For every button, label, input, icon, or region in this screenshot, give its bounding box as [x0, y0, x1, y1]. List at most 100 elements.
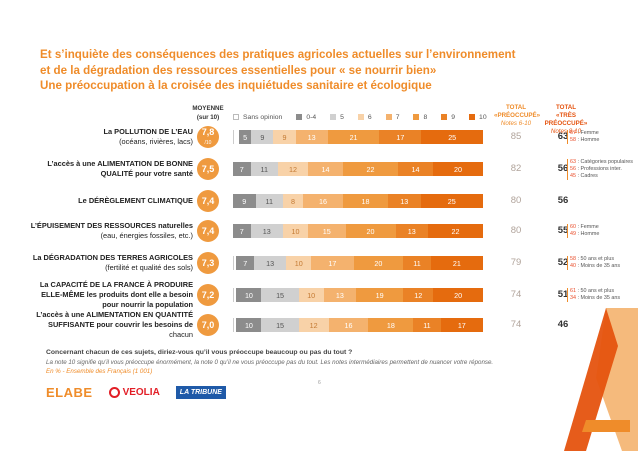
- bar-segment-5: 15: [261, 318, 299, 332]
- legend-swatch: [330, 114, 337, 120]
- total-preoccupe-header: TOTAL «PRÉOCCUPÉ» Notes 6-10: [494, 104, 541, 128]
- stacked-bar: 7 13 10 17 20 11 21: [233, 256, 484, 270]
- bar-segment-0-4: 7: [233, 162, 251, 176]
- subgroup-label: : Cadres: [576, 172, 598, 179]
- stacked-bar: 7 13 10 15 20 13 22: [233, 224, 483, 238]
- bar-segment-6: 10: [298, 288, 324, 302]
- total-preoccupe-value: 79: [510, 257, 522, 268]
- veolia-logo-text: VEOLIA: [122, 386, 160, 398]
- bar-segment-5: 13: [250, 224, 283, 238]
- total-preoccupe-value: 85: [510, 131, 522, 142]
- total-tres-preoccupe-value: 46: [557, 319, 569, 330]
- subgroup-line: 34 : Moins de 35 ans: [570, 295, 620, 302]
- bar-segment-6: 12: [278, 162, 308, 176]
- row-label: La CAPACITÉ DE LA FRANCE À PRODUIRE ELLE-…: [40, 280, 193, 310]
- subgroup-label: : 50 ans et plus: [576, 288, 615, 294]
- bar-segment-6: 10: [283, 224, 308, 238]
- bar-segment-10: 17: [440, 318, 483, 332]
- bar-segment-8: 18: [368, 318, 414, 332]
- bar-segment-6: 8: [283, 194, 303, 208]
- total-tres-preoccupe-value: 56: [557, 163, 569, 174]
- legend-swatch: [441, 114, 448, 120]
- legend-label: 6: [367, 113, 372, 121]
- bar-segment-7: 16: [303, 194, 343, 208]
- bar-segment-0-4: 7: [236, 256, 254, 270]
- bar-segment-6: 9: [273, 130, 296, 144]
- subgroup-line: 58 : 50 ans et plus: [570, 256, 620, 263]
- bar-segment-5: 13: [253, 256, 287, 270]
- total-tres-preoccupe-value: 52: [557, 257, 569, 268]
- row-label: L’ÉPUISEMENT DES RESSOURCES naturelles (e…: [31, 221, 193, 241]
- total-tres-preoccupe-value: 55: [557, 225, 569, 236]
- row-label-main: pour nourrir la population: [102, 300, 193, 309]
- bar-segment-8: 18: [343, 194, 388, 208]
- legend-label: 5: [340, 113, 344, 121]
- row-label-main: ELLE-MÊME les produits dont elle a besoi…: [41, 290, 193, 299]
- subgroup-breakdown: 58 : 50 ans et plus 40 : Moins de 35 ans: [567, 256, 620, 270]
- mean-score-value: 7,5: [201, 164, 215, 174]
- total-tres-notes: Notes 8-10: [550, 128, 582, 135]
- total-preoccupe-value: 80: [510, 195, 522, 206]
- legend-5: 5: [330, 114, 344, 121]
- total-tres-preoccupe-value: 51: [557, 289, 569, 300]
- subgroup-value: 40: [570, 263, 576, 269]
- survey-base: En % - Ensemble des Français (1 001): [46, 368, 153, 375]
- mean-score-value: 7,2: [201, 290, 215, 300]
- subgroup-line: 45 : Cadres: [570, 173, 633, 180]
- legend-swatch: [385, 114, 392, 120]
- legend-swatch: [233, 114, 239, 120]
- subgroup-breakdown: 60 : Femme 49 : Homme: [567, 224, 599, 238]
- page-title: Et s’inquiète des conséquences des prati…: [40, 47, 560, 94]
- veolia-logo: VEOLIA: [108, 386, 160, 398]
- bar-segment-7: 14: [308, 162, 343, 176]
- row-label-main: L’accès à une ALIMENTATION DE BONNE: [47, 159, 193, 168]
- subgroup-value: 60: [570, 224, 576, 230]
- total-pre-sub: «PRÉOCCUPÉ»: [494, 112, 541, 119]
- legend-6: 6: [357, 113, 372, 121]
- subgroup-label: : Homme: [576, 231, 600, 237]
- bar-segment-8: 20: [353, 256, 404, 270]
- bar-segment-10: 21: [430, 256, 484, 270]
- stacked-bar: 10 15 10 13 19 12 20: [233, 288, 483, 302]
- mean-score-value: 7,8: [201, 127, 215, 137]
- legend-label: 9: [451, 113, 456, 121]
- mean-score-value: 7,4: [201, 226, 215, 236]
- stacked-bar: 10 15 12 16 18 11 17: [233, 318, 483, 332]
- legend-label: 0-4: [306, 113, 317, 121]
- row-label: La POLLUTION DE L’EAU (océans, rivières, …: [103, 127, 193, 147]
- total-tres-header: TOTAL «TRÈS PRÉOCCUPÉ» Notes 8-10: [540, 104, 592, 136]
- bar-segment-7: 17: [311, 256, 354, 270]
- stacked-bar: 5 9 9 13 21 17 25: [233, 130, 484, 144]
- mean-score-scale: /10: [204, 140, 212, 146]
- legend-label: Sans opinion: [243, 113, 283, 121]
- subgroup-label: : 50 ans et plus: [576, 256, 615, 262]
- row-label-main: L’accès à une ALIMENTATION EN QUANTITÉ: [36, 310, 193, 319]
- bar-segment-10: 25: [420, 194, 483, 208]
- row-label-sub: (fertilité et qualité des sols): [105, 263, 193, 272]
- bar-segment-5: 11: [255, 194, 283, 208]
- title-line-1: Et s’inquiète des conséquences des prati…: [40, 48, 516, 61]
- title-line-2: et de la dégradation des ressources esse…: [40, 63, 437, 77]
- logos: ELABE VEOLIA LA TRIBUNE: [46, 384, 226, 400]
- bar-segment-9: 13: [395, 224, 428, 238]
- chart-legend: Sans opinion 0-4 5 6 7 8 9 10: [233, 112, 501, 122]
- mean-score-value: 7,0: [201, 320, 215, 330]
- total-tres-preoccupe-value: 56: [557, 195, 569, 206]
- subgroup-line: 61 : 50 ans et plus: [570, 288, 620, 295]
- bar-segment-9: 13: [388, 194, 421, 208]
- subgroup-value: 56: [570, 165, 576, 172]
- subgroup-value: 58: [570, 137, 576, 143]
- subgroup-value: 34: [570, 295, 576, 301]
- subgroup-breakdown: 67 : Femme 58 : Homme: [567, 130, 599, 144]
- survey-question: Concernant chacun de ces sujets, diriez-…: [46, 349, 353, 356]
- subgroup-value: 49: [570, 231, 576, 237]
- mean-score-badge: 7,3: [197, 252, 219, 274]
- mean-score-badge: 7,4: [197, 220, 219, 242]
- row-label-main: QUALITÉ pour votre santé: [100, 169, 193, 178]
- bar-segment-9: 14: [398, 162, 433, 176]
- bar-segment-0-4: 5: [238, 130, 252, 144]
- bar-segment-6: 10: [286, 256, 312, 270]
- bar-segment-0-4: 10: [236, 318, 262, 332]
- bar-segment-0-4: 7: [233, 224, 251, 238]
- row-label-main: L’ÉPUISEMENT DES RESSOURCES naturelles: [30, 221, 193, 230]
